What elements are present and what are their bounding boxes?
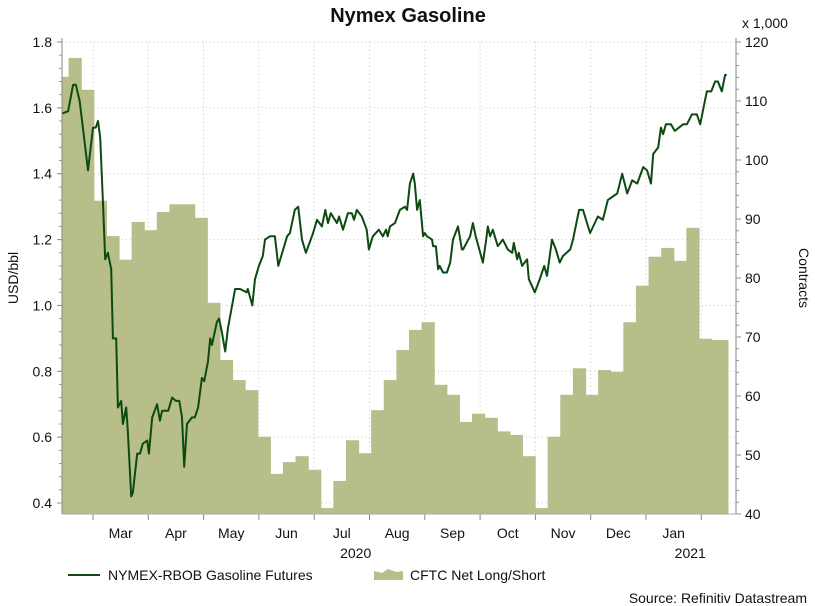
left-axis-label: USD/bbl: [5, 252, 21, 304]
legend: NYMEX-RBOB Gasoline Futures CFTC Net Lon…: [68, 567, 545, 583]
month-label: Jan: [662, 525, 685, 541]
cftc-week-bar: [446, 394, 461, 514]
right-axis-multiplier: x 1,000: [742, 15, 788, 31]
cftc-week-bar: [106, 236, 120, 515]
month-label: Jun: [275, 525, 298, 541]
month-label: Sep: [440, 525, 465, 541]
left-tick-label: 0.8: [33, 363, 53, 379]
right-tick-label: 80: [745, 270, 761, 286]
cftc-week-bar: [270, 473, 284, 514]
cftc-week-bar: [333, 480, 347, 514]
left-tick-label: 1.6: [33, 100, 53, 116]
cftc-week-bar: [408, 329, 423, 514]
cftc-week-bar: [434, 384, 448, 514]
cftc-week-bar: [383, 380, 397, 514]
cftc-week-bar: [371, 410, 385, 514]
cftc-week-bar: [560, 394, 574, 514]
cftc-week-bar: [572, 368, 587, 514]
source-note: Source: Refinitiv Datastream: [629, 590, 807, 606]
legend-label-cftc: CFTC Net Long/Short: [410, 567, 545, 583]
month-label: Mar: [109, 525, 133, 541]
cftc-week-bar: [509, 434, 524, 514]
cftc-week-bar: [648, 256, 662, 514]
rbob-price-line: [62, 73, 727, 498]
right-axis-label: Contracts: [796, 248, 812, 308]
cftc-week-bar: [219, 360, 234, 514]
month-label: Jul: [333, 525, 351, 541]
legend-label-rbob: NYMEX-RBOB Gasoline Futures: [108, 567, 313, 583]
left-tick-label: 1.8: [33, 34, 53, 50]
cftc-week-bar: [598, 370, 612, 514]
right-tick-label: 70: [745, 329, 761, 345]
month-label: May: [218, 525, 244, 541]
left-tick-label: 0.6: [33, 429, 53, 445]
chart-title: Nymex Gasoline: [330, 5, 486, 27]
cftc-week-bar: [623, 322, 637, 514]
month-label: Aug: [385, 525, 410, 541]
month-label: Dec: [606, 525, 631, 541]
cftc-week-bar: [295, 456, 309, 514]
left-tick-label: 1.0: [33, 297, 53, 313]
cftc-week-bar: [421, 322, 435, 514]
cftc-week-bar: [320, 508, 334, 514]
cftc-week-bar: [635, 285, 650, 514]
cftc-area-layer: [62, 57, 729, 515]
cftc-week-bar: [472, 413, 486, 514]
cftc-week-bar: [358, 453, 372, 514]
cftc-week-bar: [547, 436, 561, 514]
cftc-week-bar: [396, 349, 410, 514]
cftc-week-bar: [68, 57, 82, 515]
cftc-week-bar: [207, 302, 221, 514]
cftc-week-bar: [144, 230, 158, 514]
cftc-week-bar: [62, 76, 70, 514]
cftc-week-bar: [459, 421, 473, 514]
right-tick-label: 40: [745, 506, 761, 522]
cftc-week-bar: [131, 221, 145, 514]
right-tick-label: 100: [745, 152, 769, 168]
cftc-week-bar: [345, 440, 360, 514]
cftc-week-bar: [522, 456, 536, 514]
right-tick-label: 120: [745, 34, 769, 50]
cftc-week-bar: [245, 390, 259, 514]
right-tick-label: 50: [745, 447, 761, 463]
cftc-week-bar: [585, 394, 599, 514]
right-tick-label: 90: [745, 211, 761, 227]
cftc-week-bar: [661, 247, 675, 514]
left-tick-label: 1.2: [33, 232, 53, 248]
legend-area-swatch: [374, 569, 403, 580]
year-label: 2020: [340, 545, 371, 561]
cftc-week-bar: [535, 508, 549, 514]
right-tick-label: 110: [745, 93, 768, 109]
month-label: Nov: [551, 525, 576, 541]
cftc-week-bar: [169, 204, 183, 514]
month-label: Oct: [497, 525, 519, 541]
cftc-week-bar: [156, 211, 171, 515]
left-tick-label: 0.4: [33, 495, 53, 511]
rbob-line-layer: [62, 73, 727, 498]
cftc-week-bar: [81, 89, 95, 514]
cftc-week-bar: [686, 227, 700, 514]
axes: 0.4 0.6 0.8 1.0 1.2 1.4 1.6 1.8 40 50 60 70 80 90 100 1…: [33, 34, 769, 561]
cftc-week-bar: [724, 339, 729, 514]
cftc-week-bar: [698, 338, 713, 514]
cftc-week-bar: [484, 417, 498, 514]
cftc-week-bar: [610, 371, 624, 514]
cftc-week-bar: [232, 380, 246, 514]
cftc-week-bar: [673, 260, 687, 514]
left-tick-label: 1.4: [33, 166, 53, 182]
cftc-week-bar: [308, 469, 322, 514]
year-label: 2021: [675, 545, 706, 561]
month-label: Apr: [165, 525, 187, 541]
cftc-week-bar: [194, 217, 208, 514]
cftc-week-bar: [711, 339, 725, 514]
right-tick-label: 60: [745, 388, 761, 404]
cftc-week-bar: [257, 436, 271, 514]
cftc-week-bar: [282, 462, 297, 514]
cftc-week-bar: [497, 431, 511, 514]
cftc-week-bar: [93, 200, 107, 514]
